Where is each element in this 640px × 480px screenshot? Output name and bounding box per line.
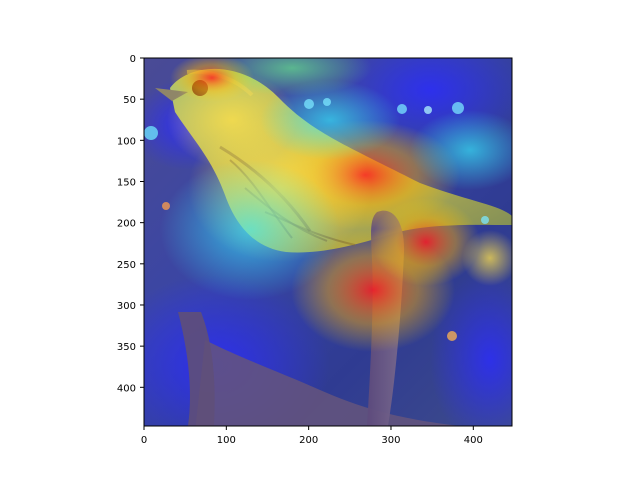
y-tick-label: 250 [117,260,136,271]
y-tick-label: 0 [130,54,136,65]
y-tick-label: 200 [117,219,136,230]
y-axis: 0 50 100 150 200 250 300 350 400 [117,54,144,394]
x-tick-label: 0 [141,435,147,446]
bokeh-lights [144,98,489,341]
y-tick-label: 50 [123,95,136,106]
y-tick-label: 400 [117,383,136,394]
image-frame [143,57,513,427]
y-tick-label: 300 [117,301,136,312]
heatmap-overlay [160,58,512,352]
x-tick-label: 400 [464,435,483,446]
x-tick-label: 100 [217,435,236,446]
x-axis: 0 100 200 300 400 [141,426,483,446]
heatmap-image [144,58,512,426]
y-tick-label: 350 [117,342,136,353]
x-tick-label: 200 [299,435,318,446]
y-tick-label: 150 [117,177,136,188]
y-tick-label: 100 [117,136,136,147]
x-tick-label: 300 [381,435,400,446]
